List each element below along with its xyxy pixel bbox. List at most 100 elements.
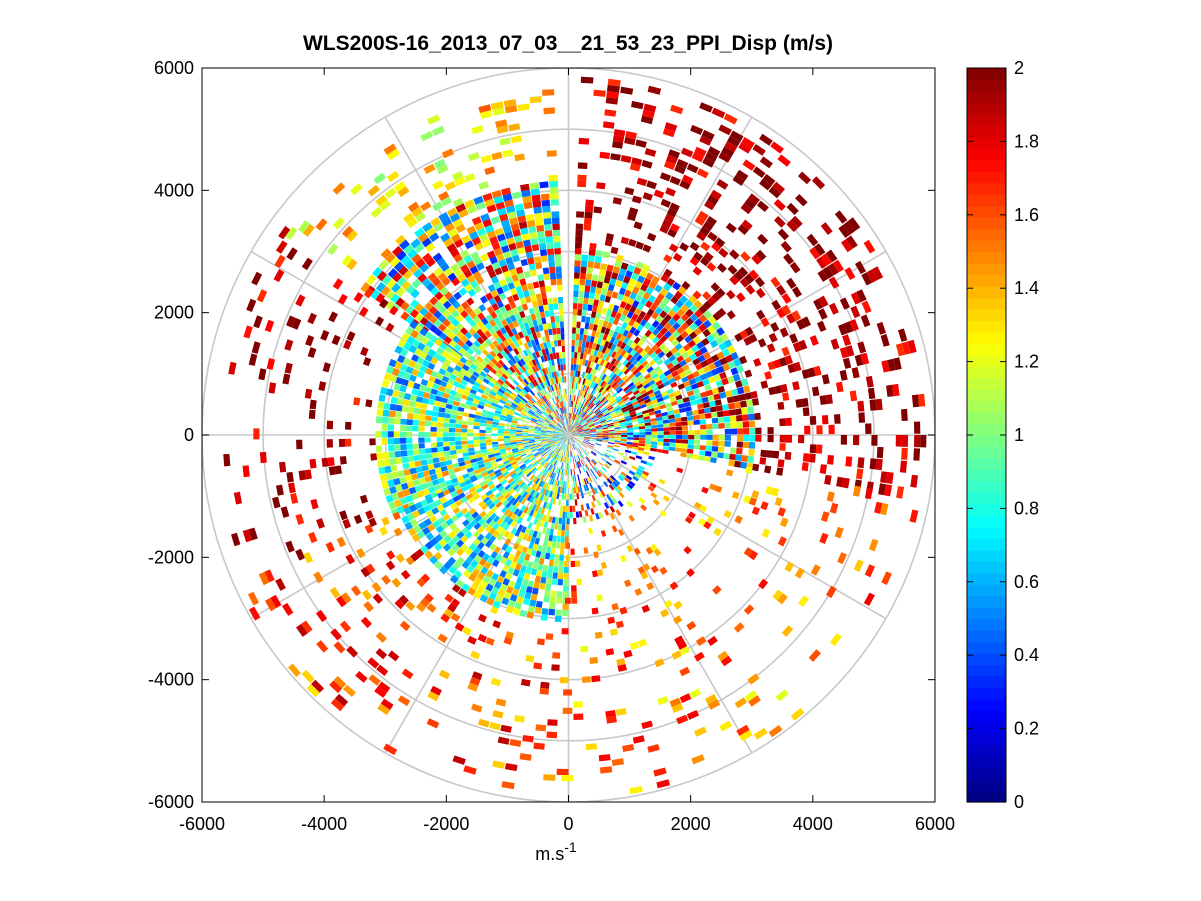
data-cell <box>499 342 507 350</box>
data-cell <box>720 655 733 667</box>
data-cell <box>516 209 526 217</box>
data-cell <box>566 413 568 420</box>
colorbar-band <box>967 664 1006 677</box>
data-cell <box>596 401 602 407</box>
data-cell <box>602 473 609 480</box>
data-cell <box>571 487 574 494</box>
data-cell <box>572 443 576 450</box>
data-cell <box>621 406 628 411</box>
data-cell <box>636 347 644 355</box>
data-cell <box>822 266 834 279</box>
data-cell <box>558 408 561 415</box>
colorbar-band <box>967 251 1006 264</box>
data-cell <box>518 367 524 374</box>
data-cell <box>911 394 920 408</box>
data-cell <box>506 414 513 418</box>
data-cell <box>540 451 547 456</box>
data-cell <box>465 556 474 565</box>
data-cell <box>468 413 476 419</box>
data-cell <box>577 427 583 431</box>
data-cell <box>484 198 495 208</box>
data-cell <box>503 404 510 410</box>
data-cell <box>631 157 643 166</box>
data-cell <box>584 436 591 439</box>
colorbar-band <box>967 412 1006 425</box>
data-cell <box>631 195 642 204</box>
data-cell <box>568 438 570 445</box>
data-cell <box>721 146 735 158</box>
data-cell <box>839 369 848 381</box>
data-cell <box>479 480 487 487</box>
data-cell <box>504 473 511 480</box>
data-cell <box>548 559 554 567</box>
data-cell <box>434 533 443 543</box>
data-cell <box>559 358 563 365</box>
data-cell <box>534 412 541 417</box>
data-cell <box>414 484 423 493</box>
data-cell <box>501 455 508 460</box>
data-cell <box>428 315 438 324</box>
data-cell <box>414 460 422 467</box>
data-cell <box>708 400 716 407</box>
data-cell <box>597 470 603 476</box>
data-cell <box>614 435 621 437</box>
data-cell <box>551 465 555 472</box>
data-cell <box>604 109 617 117</box>
data-cell <box>374 316 385 327</box>
data-cell <box>661 219 672 229</box>
data-cell <box>614 479 621 486</box>
data-cell <box>508 488 515 495</box>
data-cell <box>420 201 432 212</box>
data-cell <box>673 390 681 397</box>
data-cell <box>734 515 743 524</box>
data-cell <box>547 439 554 442</box>
data-cell <box>592 570 598 578</box>
data-cell <box>637 364 644 372</box>
data-cell <box>566 512 570 519</box>
data-cell <box>601 373 607 381</box>
data-cell <box>562 487 565 494</box>
data-cell <box>431 125 445 136</box>
data-cell <box>414 227 425 238</box>
data-cell <box>684 516 693 524</box>
data-cell <box>504 303 512 312</box>
data-cell <box>581 412 587 418</box>
data-cell <box>795 194 808 207</box>
data-cell <box>679 646 691 656</box>
data-cell <box>597 385 602 392</box>
data-cell <box>470 458 477 464</box>
y-tick-label: 4000 <box>154 180 194 200</box>
data-cell <box>524 420 531 424</box>
data-cell <box>680 416 688 422</box>
data-cell <box>638 465 645 471</box>
colorbar-tick-label: 2 <box>1014 58 1024 78</box>
data-cell <box>622 744 635 752</box>
data-cell <box>460 278 470 288</box>
colorbar-band <box>967 194 1006 207</box>
data-cell <box>556 467 560 474</box>
data-cell <box>533 517 539 525</box>
data-cell <box>561 443 565 450</box>
data-cell <box>571 345 575 352</box>
data-cell <box>482 367 490 374</box>
data-cell <box>493 515 500 523</box>
data-cell <box>503 251 512 259</box>
data-cell <box>397 490 405 499</box>
data-cell <box>572 327 576 334</box>
data-cell <box>531 497 537 504</box>
data-cell <box>630 398 638 404</box>
data-cell <box>730 447 737 454</box>
data-cell <box>613 423 620 426</box>
data-cell <box>819 395 827 405</box>
data-cell <box>550 316 555 323</box>
data-cell <box>613 375 620 382</box>
data-cell <box>464 404 472 410</box>
data-cell <box>515 396 522 402</box>
data-cell <box>633 437 640 441</box>
data-cell <box>520 465 527 471</box>
colorbar-band <box>967 205 1006 218</box>
data-cell <box>485 524 493 533</box>
data-cell <box>538 398 544 404</box>
data-cell <box>419 316 429 326</box>
data-cell <box>578 433 585 435</box>
